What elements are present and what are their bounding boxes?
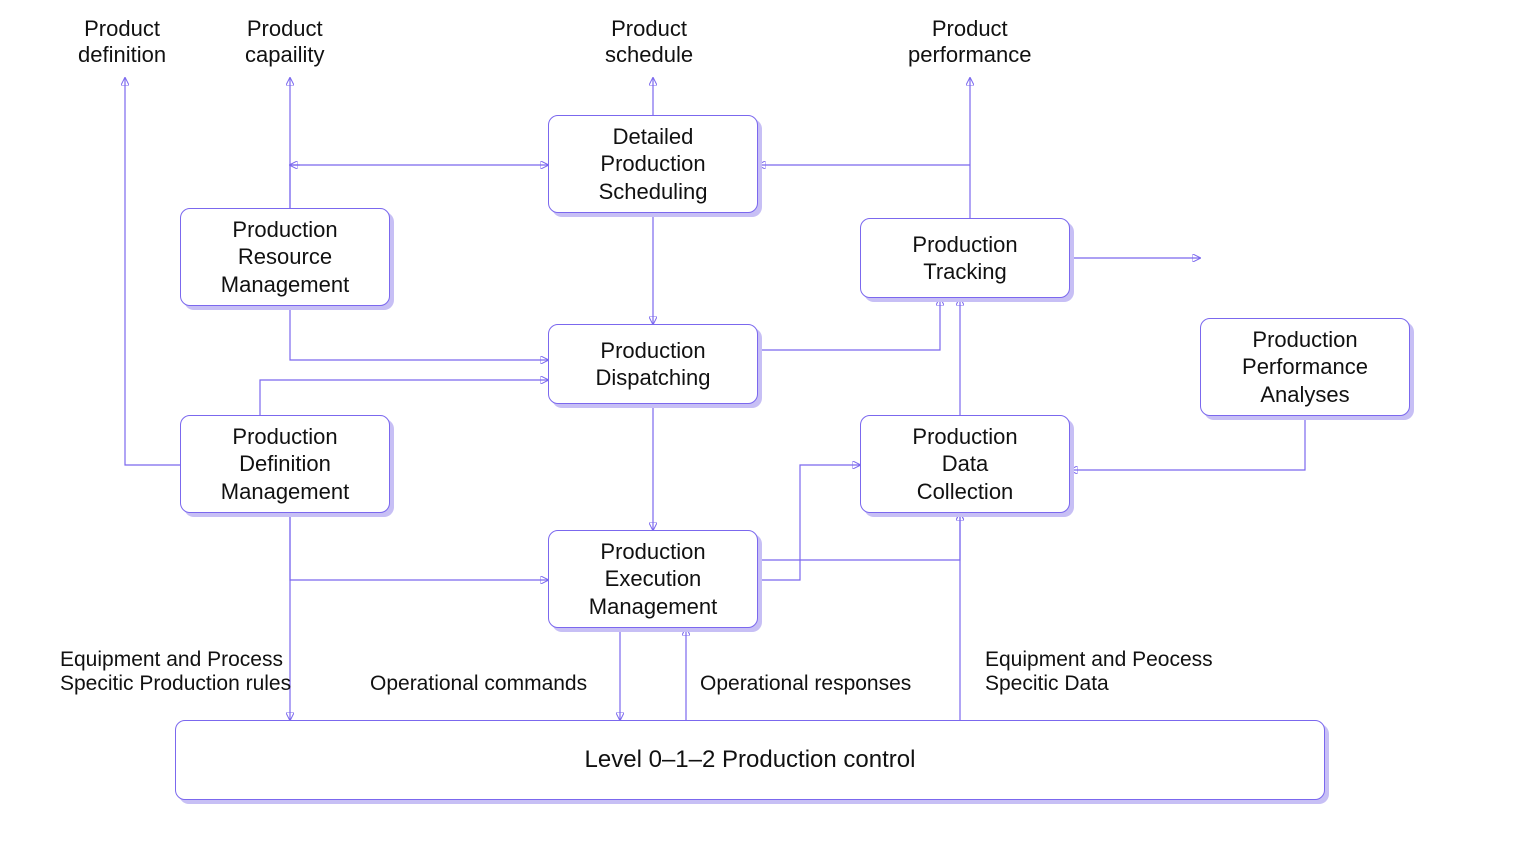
label-operational-responses: Operational responses <box>700 672 911 696</box>
node-production-data-collection: ProductionDataCollection <box>860 415 1070 513</box>
label-product-capability: Productcapaility <box>245 16 324 68</box>
label-product-definition: Productdefinition <box>78 16 166 68</box>
node-level-0-1-2-production-control: Level 0–1–2 Production control <box>175 720 1325 800</box>
node-detailed-production-scheduling: DetailedProductionScheduling <box>548 115 758 213</box>
node-production-tracking: ProductionTracking <box>860 218 1070 298</box>
node-production-resource-management: ProductionResourceManagement <box>180 208 390 306</box>
label-equipment-rules: Equipment and ProcessSpecitic Production… <box>60 648 291 696</box>
node-production-performance-analyses: ProductionPerformanceAnalyses <box>1200 318 1410 416</box>
label-product-schedule: Productschedule <box>605 16 693 68</box>
label-equipment-data: Equipment and PeocessSpecitic Data <box>985 648 1213 696</box>
label-product-performance: Productperformance <box>908 16 1032 68</box>
node-production-execution-management: ProductionExecutionManagement <box>548 530 758 628</box>
node-production-dispatching: ProductionDispatching <box>548 324 758 404</box>
node-production-definition-management: ProductionDefinitionManagement <box>180 415 390 513</box>
diagram-canvas: Productdefinition Productcapaility Produ… <box>0 0 1520 844</box>
label-operational-commands: Operational commands <box>370 672 587 696</box>
